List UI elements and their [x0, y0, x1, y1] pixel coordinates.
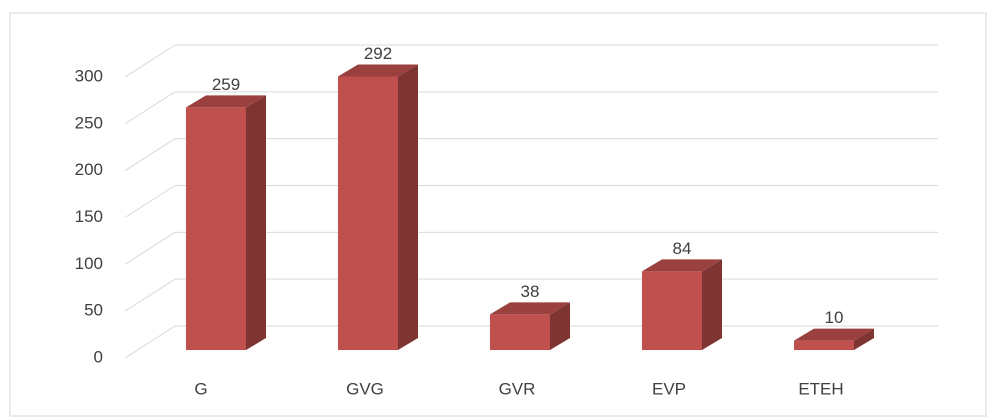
- y-tick-label: 200: [75, 160, 103, 179]
- bar-side: [854, 328, 874, 350]
- y-tick-label: 0: [94, 347, 103, 366]
- bar: [186, 95, 266, 350]
- bar-side: [246, 95, 266, 350]
- grid-line-side: [124, 231, 176, 265]
- bar-top: [186, 95, 266, 108]
- grid-line-side: [124, 91, 176, 125]
- grid-line-side: [124, 278, 176, 312]
- grid-line-side: [124, 325, 176, 359]
- data-label: 292: [364, 44, 392, 63]
- bar: [338, 64, 418, 350]
- bar-side: [398, 64, 418, 350]
- y-tick-label: 100: [75, 254, 103, 273]
- x-tick-label: GVR: [499, 379, 536, 398]
- bar-front: [642, 271, 702, 350]
- bar-top: [338, 64, 418, 77]
- y-tick-label: 250: [75, 113, 103, 132]
- x-tick-label: GVG: [346, 379, 384, 398]
- bar-front: [338, 76, 398, 350]
- chart-border: [9, 12, 987, 417]
- x-tick-label: G: [194, 379, 207, 398]
- y-tick-label: 300: [75, 66, 103, 85]
- data-label: 10: [825, 308, 844, 327]
- bar: [490, 302, 570, 350]
- bar-top: [794, 328, 874, 341]
- bar-side: [702, 259, 722, 350]
- grid-line-side: [124, 138, 176, 172]
- y-tick-label: 50: [84, 301, 103, 320]
- bar: [642, 259, 722, 350]
- grid-line-side: [124, 185, 176, 218]
- x-tick-label: EVP: [652, 379, 686, 398]
- bar-front: [186, 107, 246, 350]
- bar-front: [794, 340, 854, 350]
- bar-top: [642, 259, 722, 272]
- x-tick-label: ETEH: [798, 379, 843, 398]
- bar-front: [490, 314, 550, 350]
- bar-side: [550, 302, 570, 350]
- y-tick-label: 150: [75, 207, 103, 226]
- grid-line-side: [124, 44, 176, 78]
- data-label: 259: [212, 75, 240, 94]
- bar-top: [490, 302, 570, 315]
- bar: [794, 328, 874, 350]
- data-label: 38: [521, 282, 540, 301]
- data-label: 84: [673, 239, 692, 258]
